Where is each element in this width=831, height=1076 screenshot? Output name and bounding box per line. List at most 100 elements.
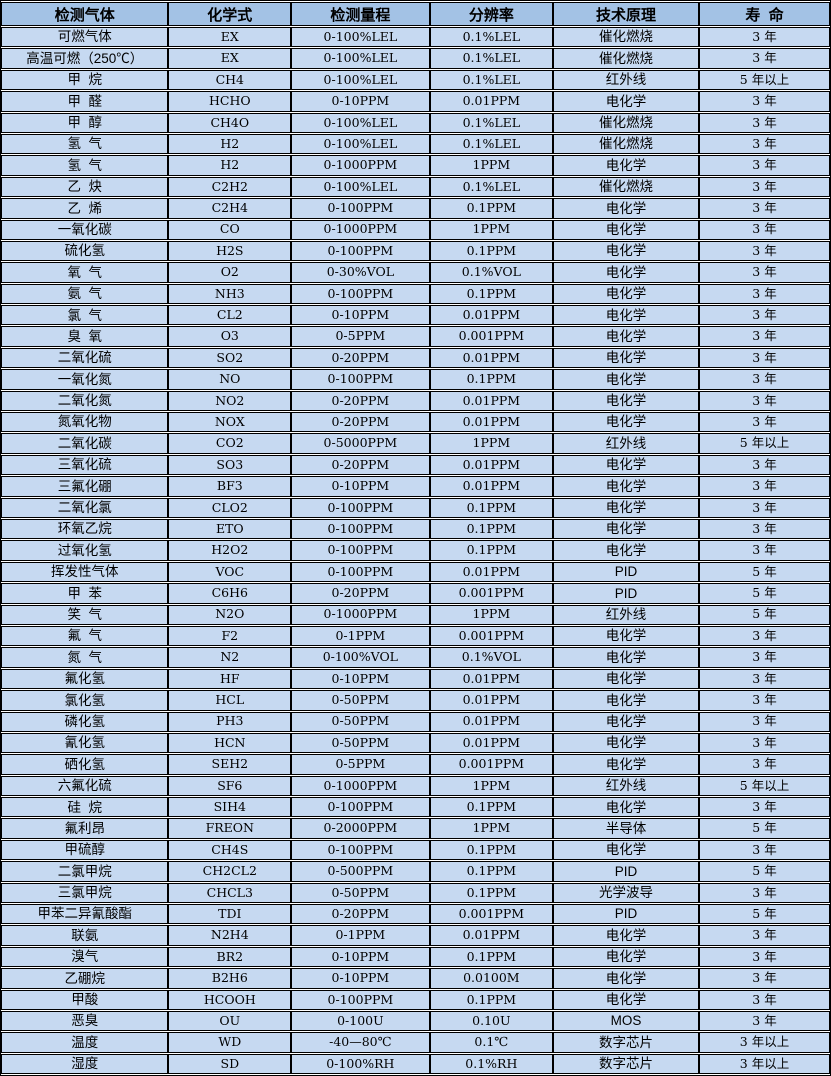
cell-formula: CO: [168, 219, 292, 240]
table-row: 二氧化硫 SO2 0-20PPM 0.01PPM 电化学 3 年: [1, 347, 830, 369]
cell-lifespan: 3 年: [698, 91, 830, 112]
cell-resolution: 0.001PPM: [429, 754, 554, 775]
cell-resolution: 0.1℃: [429, 1032, 554, 1053]
table-row: 甲酸 HCOOH 0-100PPM 0.1PPM 电化学 3 年: [1, 989, 830, 1010]
table-row: 恶臭 OU 0-100U 0.10U MOS 3 年: [1, 1010, 830, 1032]
cell-lifespan: 3 年以上: [698, 1053, 830, 1075]
cell-range: 0-50PPM: [291, 882, 430, 904]
cell-principle: 电化学: [553, 518, 699, 540]
table-row: 乙 炔 C2H2 0-100%LEL 0.1%LEL 催化燃烧 3 年: [1, 176, 830, 198]
cell-resolution: 1PPM: [429, 604, 554, 625]
cell-formula: HCHO: [168, 91, 292, 112]
cell-gas: 甲 苯: [1, 583, 169, 604]
cell-resolution: 0.001PPM: [429, 625, 554, 647]
cell-lifespan: 3 年: [698, 176, 830, 198]
cell-formula: SEH2: [168, 754, 292, 775]
cell-lifespan: 5 年以上: [698, 775, 830, 797]
cell-lifespan: 3 年: [698, 262, 830, 283]
cell-lifespan: 3 年: [698, 1010, 830, 1032]
cell-range: 0-10PPM: [291, 668, 430, 690]
cell-gas: 笑 气: [1, 604, 169, 625]
cell-formula: O3: [168, 326, 292, 347]
cell-gas: 一氧化碳: [1, 219, 169, 240]
cell-principle: 电化学: [553, 198, 699, 219]
cell-resolution: 0.10U: [429, 1010, 554, 1032]
cell-resolution: 0.1PPM: [429, 540, 554, 561]
cell-gas: 三氟化硼: [1, 476, 169, 497]
column-header-principle: 技术原理: [553, 2, 699, 26]
cell-gas: 氟化氢: [1, 668, 169, 690]
table-row: 六氟化硫 SF6 0-1000PPM 1PPM 红外线 5 年以上: [1, 775, 830, 797]
cell-resolution: 1PPM: [429, 818, 554, 839]
cell-range: 0-10PPM: [291, 968, 430, 989]
cell-principle: 催化燃烧: [553, 133, 699, 155]
cell-formula: H2: [168, 155, 292, 176]
cell-lifespan: 5 年: [698, 583, 830, 604]
cell-lifespan: 3 年: [698, 219, 830, 240]
cell-formula: CH4: [168, 69, 292, 91]
table-row: 一氧化氮 NO 0-100PPM 0.1PPM 电化学 3 年: [1, 369, 830, 390]
cell-resolution: 0.1PPM: [429, 198, 554, 219]
table-row: 氰化氢 HCN 0-50PPM 0.01PPM 电化学 3 年: [1, 732, 830, 754]
cell-lifespan: 3 年: [698, 305, 830, 326]
cell-lifespan: 3 年: [698, 390, 830, 412]
table-row: 挥发性气体 VOC 0-100PPM 0.01PPM PID 5 年: [1, 561, 830, 583]
table-row: 甲 苯 C6H6 0-20PPM 0.001PPM PID 5 年: [1, 583, 830, 604]
cell-principle: 电化学: [553, 925, 699, 946]
cell-range: 0-500PPM: [291, 861, 430, 882]
cell-principle: 电化学: [553, 668, 699, 690]
cell-formula: H2O2: [168, 540, 292, 561]
table-row: 温度 WD -40—80℃ 0.1℃ 数字芯片 3 年以上: [1, 1032, 830, 1053]
table-row: 甲 烷 CH4 0-100%LEL 0.1%LEL 红外线 5 年以上: [1, 69, 830, 91]
cell-resolution: 0.01PPM: [429, 476, 554, 497]
table-row: 二氧化氮 NO2 0-20PPM 0.01PPM 电化学 3 年: [1, 390, 830, 412]
cell-resolution: 0.01PPM: [429, 561, 554, 583]
cell-principle: 数字芯片: [553, 1053, 699, 1075]
cell-gas: 氮氧化物: [1, 412, 169, 433]
table-row: 乙 烯 C2H4 0-100PPM 0.1PPM 电化学 3 年: [1, 198, 830, 219]
cell-lifespan: 3 年: [698, 647, 830, 668]
cell-principle: 电化学: [553, 647, 699, 668]
cell-range: 0-20PPM: [291, 412, 430, 433]
cell-range: 0-5PPM: [291, 326, 430, 347]
cell-principle: 催化燃烧: [553, 48, 699, 69]
cell-resolution: 0.1PPM: [429, 839, 554, 861]
cell-range: 0-100PPM: [291, 497, 430, 518]
cell-principle: 电化学: [553, 390, 699, 412]
cell-formula: CH4S: [168, 839, 292, 861]
cell-formula: H2S: [168, 240, 292, 262]
table-row: 乙硼烷 B2H6 0-10PPM 0.0100M 电化学 3 年: [1, 968, 830, 989]
cell-lifespan: 3 年: [698, 283, 830, 305]
cell-resolution: 0.1%RH: [429, 1053, 554, 1075]
cell-range: 0-100%LEL: [291, 133, 430, 155]
cell-gas: 氯化氢: [1, 690, 169, 711]
cell-range: -40—80℃: [291, 1032, 430, 1053]
cell-formula: F2: [168, 625, 292, 647]
cell-gas: 温度: [1, 1032, 169, 1053]
table-row: 氢 气 H2 0-1000PPM 1PPM 电化学 3 年: [1, 155, 830, 176]
table-row: 笑 气 N2O 0-1000PPM 1PPM 红外线 5 年: [1, 604, 830, 625]
cell-range: 0-1000PPM: [291, 155, 430, 176]
cell-principle: 电化学: [553, 283, 699, 305]
table-row: 三氯甲烷 CHCL3 0-50PPM 0.1PPM 光学波导 3 年: [1, 882, 830, 904]
cell-formula: NO: [168, 369, 292, 390]
cell-resolution: 0.01PPM: [429, 668, 554, 690]
cell-gas: 高温可燃（250℃）: [1, 48, 169, 69]
cell-gas: 硫化氢: [1, 240, 169, 262]
cell-formula: NO2: [168, 390, 292, 412]
cell-resolution: 0.1%LEL: [429, 112, 554, 133]
cell-range: 0-100PPM: [291, 283, 430, 305]
cell-gas: 二氯甲烷: [1, 861, 169, 882]
cell-principle: 电化学: [553, 839, 699, 861]
cell-resolution: 0.1PPM: [429, 240, 554, 262]
cell-gas: 乙硼烷: [1, 968, 169, 989]
cell-principle: 电化学: [553, 797, 699, 818]
cell-lifespan: 5 年: [698, 604, 830, 625]
cell-range: 0-100PPM: [291, 198, 430, 219]
cell-resolution: 1PPM: [429, 433, 554, 454]
cell-gas: 甲 烷: [1, 69, 169, 91]
cell-lifespan: 3 年: [698, 198, 830, 219]
cell-range: 0-1PPM: [291, 625, 430, 647]
cell-gas: 氟利昂: [1, 818, 169, 839]
cell-gas: 二氧化硫: [1, 347, 169, 369]
